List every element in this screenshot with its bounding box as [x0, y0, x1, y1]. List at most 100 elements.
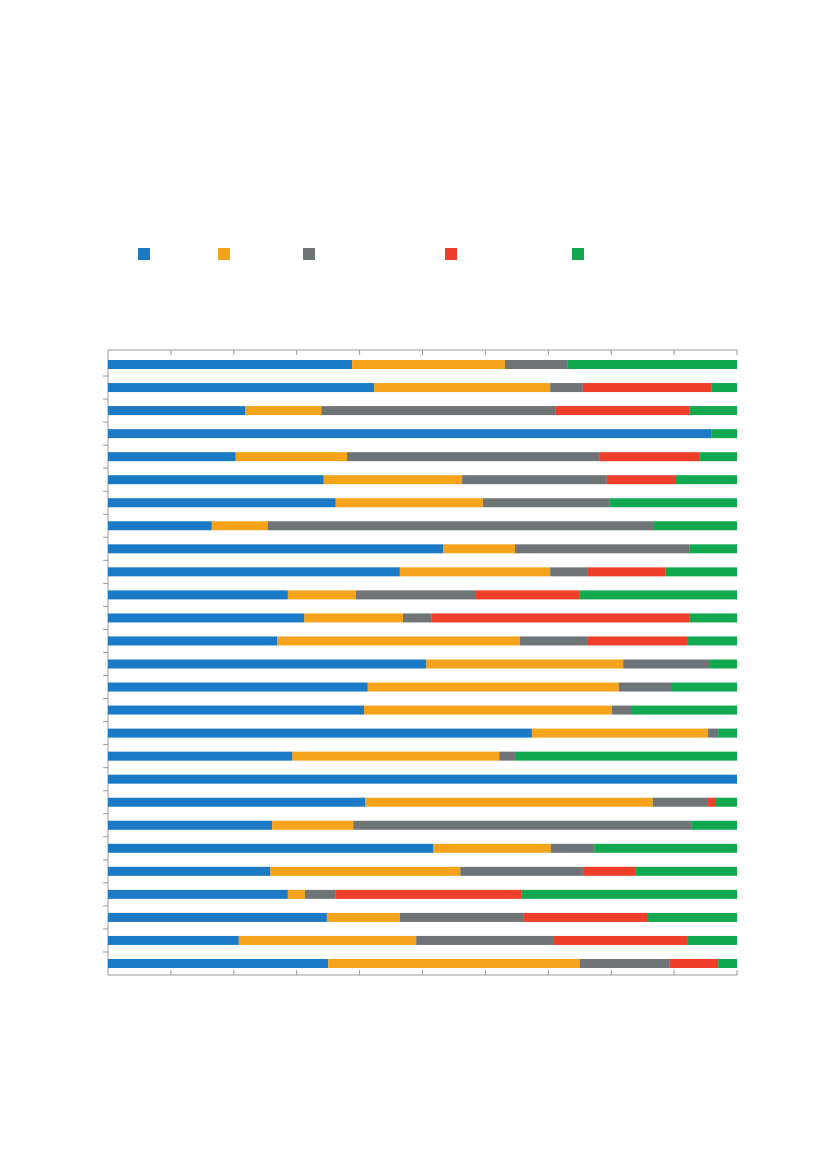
bar-segment — [108, 820, 273, 830]
bar-segment — [652, 797, 709, 807]
bar-segment — [326, 912, 400, 922]
bar-segment — [670, 682, 737, 692]
bar-segment — [482, 498, 610, 508]
bar-segment — [460, 866, 583, 876]
bar-segment — [108, 452, 236, 462]
bar-segment — [277, 636, 520, 646]
bar-segment — [462, 475, 607, 485]
bar-segment — [367, 682, 619, 692]
bar-segment — [335, 889, 522, 899]
bar-segment — [691, 820, 737, 830]
bar-segment — [108, 521, 212, 531]
bar-segment — [443, 544, 515, 554]
bar-segment — [108, 429, 712, 439]
bar-segment — [108, 659, 427, 669]
bar-segment — [599, 452, 700, 462]
bar-segment — [365, 797, 653, 807]
bar-segment — [292, 751, 500, 761]
bar-segment — [665, 567, 737, 577]
legend-swatch — [218, 248, 230, 260]
bar-segment — [267, 521, 654, 531]
bar-segment — [514, 751, 737, 761]
bar-segment — [108, 406, 246, 416]
bar-segment — [108, 797, 366, 807]
bar-segment — [687, 636, 737, 646]
bar-segment — [499, 751, 515, 761]
bar-segment — [353, 820, 692, 830]
bar-segment — [304, 613, 404, 623]
bar-segment — [553, 935, 688, 945]
bar-segment — [631, 705, 737, 715]
legend-swatch — [138, 248, 150, 260]
bar-segment — [708, 728, 719, 738]
bar-segment — [431, 613, 690, 623]
bar-segment — [582, 866, 636, 876]
bar-segment — [718, 958, 737, 968]
bar-segment — [328, 958, 580, 968]
bar-segment — [321, 406, 556, 416]
bar-segment — [606, 475, 676, 485]
bar-segment — [108, 866, 271, 876]
bar-segment — [521, 889, 737, 899]
bar-segment — [108, 498, 336, 508]
bar-segment — [699, 452, 737, 462]
bar-segment — [403, 613, 432, 623]
bar-segment — [689, 406, 737, 416]
bar-segment — [108, 843, 434, 853]
legend-swatch — [572, 248, 584, 260]
bar-segment — [579, 590, 737, 600]
bar-segment — [647, 912, 737, 922]
bar-segment — [514, 544, 690, 554]
bar-segment — [108, 360, 353, 370]
bar-segment — [108, 567, 400, 577]
bar-segment — [718, 728, 737, 738]
bar-segment — [433, 843, 551, 853]
bar-segment — [531, 728, 709, 738]
bar-segment — [108, 383, 375, 393]
bar-segment — [708, 797, 715, 807]
bar-segment — [594, 843, 737, 853]
bar-segment — [689, 544, 737, 554]
bar-segment — [519, 636, 588, 646]
bar-segment — [475, 590, 580, 600]
bar-segment — [714, 797, 737, 807]
bar-segment — [611, 705, 632, 715]
bar-segment — [108, 636, 278, 646]
bar-segment — [108, 544, 444, 554]
bar-segment — [108, 705, 365, 715]
bar-segment — [416, 935, 554, 945]
bar-segment — [347, 452, 600, 462]
bar-segment — [587, 636, 688, 646]
bar-segment — [587, 567, 666, 577]
bar-segment — [335, 498, 483, 508]
bar-segment — [669, 958, 719, 968]
bar-segment — [711, 383, 737, 393]
bar-segment — [609, 498, 737, 508]
bar-segment — [550, 843, 595, 853]
bar-segment — [653, 521, 737, 531]
bar-segment — [399, 912, 524, 922]
bar-segment — [504, 360, 568, 370]
bar-segment — [623, 659, 710, 669]
bar-segment — [711, 429, 737, 439]
bar-segment — [108, 590, 288, 600]
bar-segment — [675, 475, 737, 485]
bar-segment — [523, 912, 648, 922]
bar-segment — [550, 383, 583, 393]
bar-segment — [108, 774, 737, 784]
bar-segment — [355, 590, 476, 600]
bar-segment — [364, 705, 612, 715]
bar-segment — [272, 820, 354, 830]
bar-segment — [238, 935, 417, 945]
bar-segment — [374, 383, 551, 393]
bar-segment — [618, 682, 671, 692]
bar-segment — [579, 958, 670, 968]
bar-segment — [323, 475, 463, 485]
bar-segment — [709, 659, 737, 669]
bar-segment — [352, 360, 505, 370]
bar-segment — [108, 958, 329, 968]
bar-segment — [304, 889, 336, 899]
bar-segment — [287, 889, 305, 899]
legend-swatch — [303, 248, 315, 260]
